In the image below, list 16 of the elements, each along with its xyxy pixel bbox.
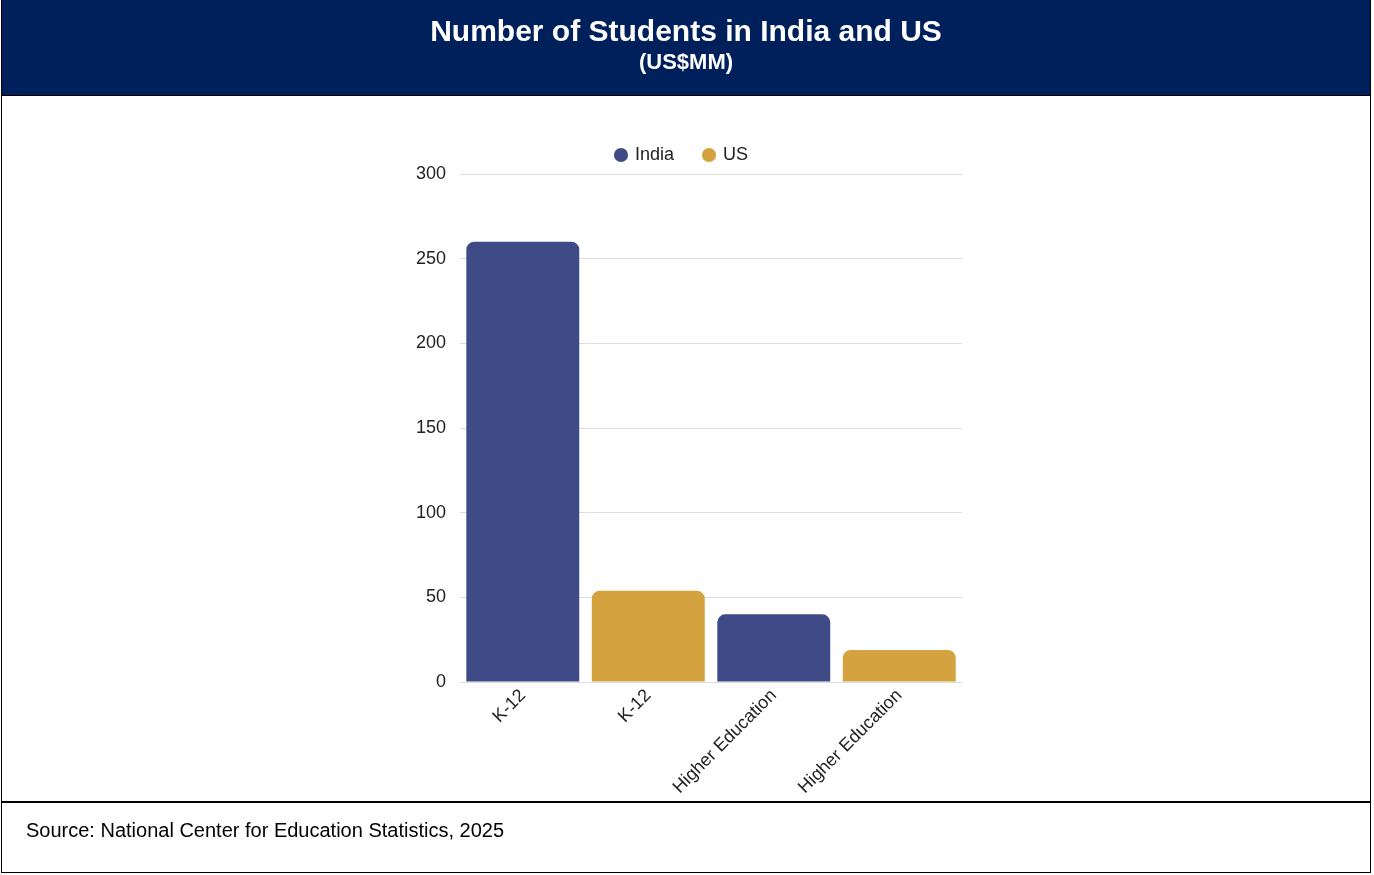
bar	[591, 590, 705, 682]
bar	[842, 649, 956, 682]
y-tick-label: 150	[415, 417, 447, 438]
legend-label: India	[634, 143, 675, 164]
source-note: Source: National Center for Education Statistics, 2025	[26, 819, 506, 842]
y-tick-label: 200	[415, 332, 447, 353]
bar	[717, 614, 831, 682]
chart-subtitle: (US$MM)	[637, 48, 735, 76]
y-tick-label: 300	[415, 162, 447, 183]
bar	[466, 241, 580, 682]
legend-label: US	[723, 143, 749, 164]
y-tick-label: 250	[415, 247, 447, 268]
y-tick-label: 0	[436, 671, 447, 692]
y-tick-label: 100	[415, 501, 447, 522]
y-tick-label: 50	[426, 586, 447, 607]
chart-title: Number of Students in India and US	[429, 14, 943, 48]
